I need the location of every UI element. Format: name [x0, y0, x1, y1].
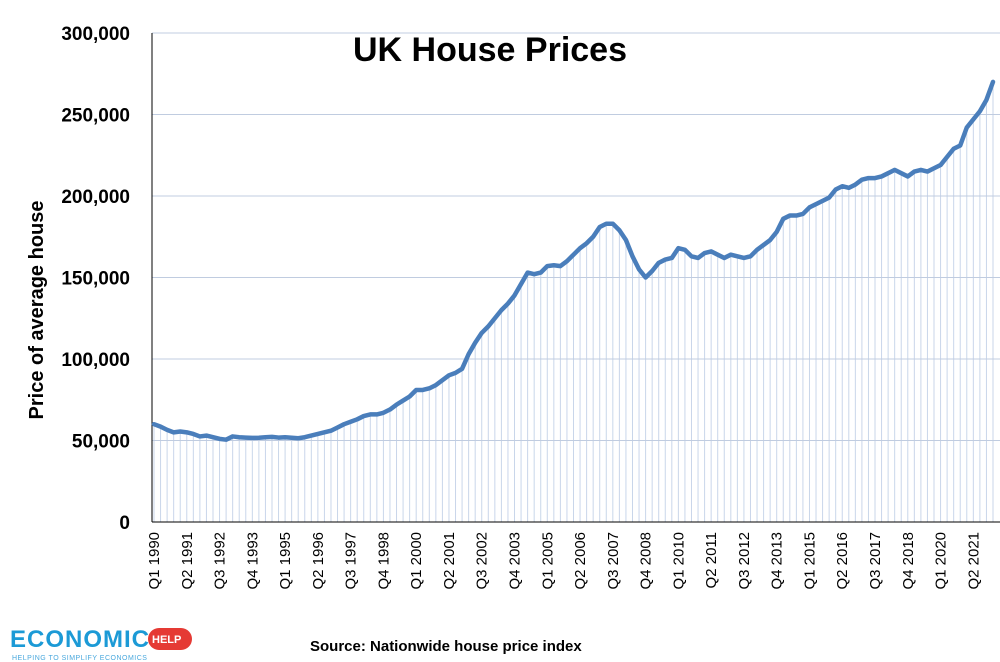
logo-badge-text: HELP [152, 634, 181, 646]
x-tick-labels: Q1 1990 Q2 1991 Q3 1992 Q4 1993 Q1 1995 Q2 19… [146, 532, 982, 590]
logo-text: ECONOMICS [10, 626, 167, 653]
economics-help-logo: ECONOMICS HELP HELPING TO SIMPLIFY ECONO… [10, 626, 192, 662]
y-tick-label: 100,000 [61, 350, 130, 371]
y-tick-label: 0 [119, 513, 130, 534]
x-tick-label: Q3 2017 [867, 532, 884, 590]
x-tick-label: Q2 2016 [834, 532, 851, 590]
x-tick-label: Q2 2001 [441, 532, 458, 590]
x-tick-label: Q3 1997 [343, 532, 360, 590]
x-tick-label: Q2 2006 [572, 532, 589, 590]
chart-title: UK House Prices [353, 31, 627, 69]
x-tick-label: Q3 2007 [605, 532, 622, 590]
x-tick-label: Q3 1992 [212, 532, 229, 590]
y-tick-labels: 0 50,000 100,000 150,000 200,000 250,000 300,0… [61, 24, 130, 534]
axes [151, 33, 1000, 523]
x-tick-label: Q1 2005 [539, 532, 556, 590]
y-tick-label: 50,000 [72, 432, 130, 453]
source-note: Source: Nationwide house price index [310, 638, 582, 655]
x-tick-label: Q4 2018 [900, 532, 917, 590]
y-axis-label: Price of average house [26, 201, 48, 420]
gridlines [152, 32, 1000, 441]
x-tick-label: Q4 1993 [244, 532, 261, 590]
x-tick-label: Q1 2000 [408, 532, 425, 590]
x-tick-label: Q1 2015 [801, 532, 818, 590]
x-tick-label: Q2 1991 [179, 532, 196, 590]
x-tick-label: Q1 1990 [146, 532, 163, 590]
x-tick-label: Q2 2011 [703, 532, 720, 588]
x-tick-label: Q1 2010 [670, 532, 687, 590]
x-tick-label: Q3 2002 [474, 532, 491, 590]
x-tick-label: Q4 1998 [375, 532, 392, 590]
x-tick-label: Q2 1996 [310, 532, 327, 590]
y-tick-label: 250,000 [61, 106, 130, 127]
area-hatching [153, 81, 994, 522]
logo-tagline: HELPING TO SIMPLIFY ECONOMICS [12, 655, 147, 662]
x-tick-label: Q4 2008 [638, 532, 655, 590]
y-tick-label: 150,000 [61, 269, 130, 290]
x-tick-label: Q3 2012 [736, 532, 753, 590]
x-tick-label: Q2 2021 [965, 532, 982, 590]
y-tick-label: 300,000 [61, 24, 130, 45]
x-tick-label: Q1 2020 [933, 532, 950, 590]
x-tick-label: Q1 1995 [277, 532, 294, 590]
logo-badge-shape [148, 628, 192, 650]
x-tick-label: Q4 2003 [507, 532, 524, 590]
y-tick-label: 200,000 [61, 187, 130, 208]
x-tick-label: Q4 2013 [769, 532, 786, 590]
series-line-house-price [151, 79, 996, 442]
